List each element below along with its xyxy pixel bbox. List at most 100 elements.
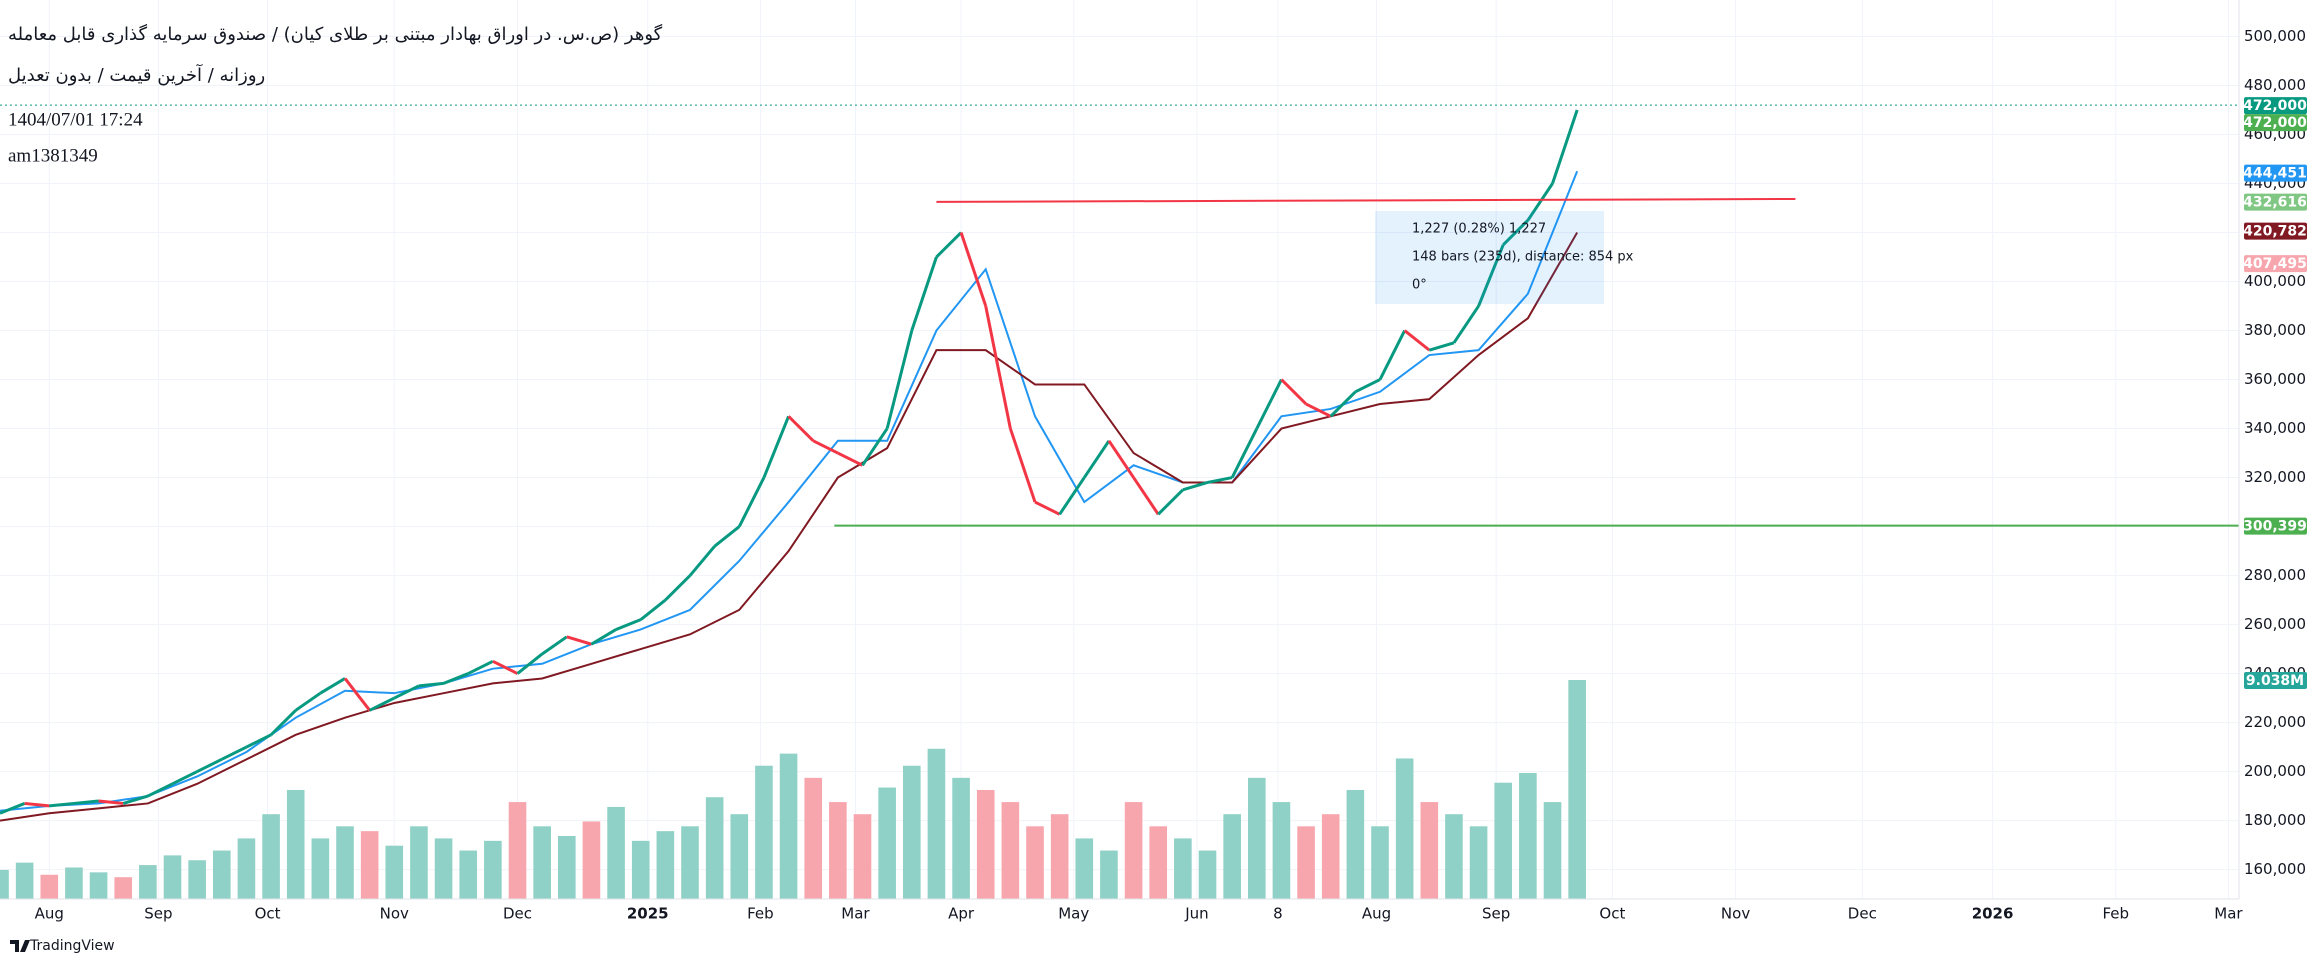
x-tick-label: Apr xyxy=(948,905,975,923)
price-label: 444,451 xyxy=(2243,166,2307,182)
plot-area xyxy=(0,104,2239,899)
volume-bar xyxy=(804,777,823,899)
volume-bar xyxy=(336,826,354,899)
price-label-box xyxy=(2244,114,2307,132)
price-label-box xyxy=(2244,222,2307,240)
price-label: 300,399 xyxy=(2243,519,2307,535)
x-tick-label: May xyxy=(1058,905,1089,923)
price-segment xyxy=(1058,476,1086,516)
price-segment xyxy=(1378,329,1406,381)
price-label: 420,782 xyxy=(2243,224,2307,240)
volume-bar xyxy=(65,867,83,899)
price-segment xyxy=(294,691,322,712)
x-tick-label: Feb xyxy=(747,905,774,923)
price-segment xyxy=(615,618,642,631)
price-label-box xyxy=(2244,164,2307,182)
volume-bar xyxy=(40,874,59,899)
price-segment xyxy=(1230,427,1259,479)
volume-bar xyxy=(385,845,404,899)
volume-bar xyxy=(1445,814,1463,899)
price-segment xyxy=(1551,109,1579,184)
volume-bar xyxy=(163,855,182,899)
volume-bar xyxy=(1568,680,1586,899)
volume-bar xyxy=(434,838,453,899)
volume-bar xyxy=(730,814,749,899)
y-tick-label: 320,000 xyxy=(2244,468,2306,486)
volume-bar xyxy=(0,869,9,899)
x-tick-label: Oct xyxy=(255,905,281,923)
price-segment xyxy=(1477,244,1505,307)
volume-bar xyxy=(1395,758,1414,899)
volume-bar xyxy=(286,789,305,899)
price-label: 432,616 xyxy=(2243,195,2307,211)
y-tick-label: 260,000 xyxy=(2244,615,2306,633)
volume-bar xyxy=(681,826,699,899)
price-segment xyxy=(24,801,50,808)
author: am1381349 xyxy=(8,145,98,166)
x-tick-label: Feb xyxy=(2103,905,2130,923)
volume-bar xyxy=(1297,826,1315,899)
price-segment xyxy=(245,733,272,749)
price-label-box xyxy=(2244,193,2307,211)
volume-bar xyxy=(902,765,921,899)
volume-bar xyxy=(262,814,280,899)
price-segment xyxy=(812,439,839,455)
price-segment xyxy=(147,782,174,798)
price-segment xyxy=(418,681,444,688)
y-tick-label: 360,000 xyxy=(2244,370,2306,388)
price-segment xyxy=(762,415,790,479)
price-segment xyxy=(590,628,617,646)
price-segment xyxy=(122,794,149,805)
y-tick-label: 160,000 xyxy=(2244,860,2306,878)
volume-bar xyxy=(557,835,576,899)
volume-bar xyxy=(582,821,601,899)
price-segment xyxy=(1305,402,1332,418)
price-segment xyxy=(959,232,988,307)
price-segment xyxy=(1132,476,1160,516)
volume-bar xyxy=(1519,772,1537,899)
measure-bars: 148 bars (235d), distance: 854 px xyxy=(1412,250,1634,265)
price-segment xyxy=(1526,182,1554,222)
price-segment xyxy=(1329,390,1357,418)
volume-bar xyxy=(1124,802,1143,899)
x-tick-label: Mar xyxy=(841,905,870,923)
volume-bar xyxy=(311,838,330,899)
volume-bar xyxy=(1321,814,1340,899)
volume-bar xyxy=(508,802,527,899)
x-tick-label: Sep xyxy=(1482,905,1510,923)
price-segment xyxy=(1207,476,1233,484)
price-segment xyxy=(861,427,889,467)
x-tick-label: Aug xyxy=(1362,905,1391,923)
price-segment xyxy=(910,256,938,332)
volume-bar xyxy=(1272,802,1291,899)
x-tick-label: Jun xyxy=(1184,905,1208,923)
x-tick-label: Dec xyxy=(1848,905,1877,923)
price-segment xyxy=(1502,219,1529,246)
x-tick-label: Mar xyxy=(2214,905,2243,923)
measure-price: 1,227 (0.28%) 1,227 xyxy=(1412,222,1546,237)
volume-bar xyxy=(705,797,724,899)
price-label: 472,000 xyxy=(2243,98,2307,114)
price-segment xyxy=(0,802,26,815)
y-tick-label: 180,000 xyxy=(2244,811,2306,829)
x-tick-label: Dec xyxy=(503,905,532,923)
trend-line xyxy=(936,197,1796,203)
price-segment xyxy=(1107,439,1135,479)
volume-bar xyxy=(1543,802,1562,899)
volume-bar xyxy=(89,872,108,899)
price-segment xyxy=(443,672,469,685)
volume-bar xyxy=(1100,850,1118,899)
price-segment xyxy=(837,451,864,467)
price-segment xyxy=(713,525,741,548)
price-label-box xyxy=(2244,255,2307,273)
price-segment xyxy=(984,305,1012,429)
price-segment xyxy=(787,415,815,442)
volume-bar xyxy=(1149,826,1168,899)
volume-bar xyxy=(459,850,478,899)
volume-bar xyxy=(1247,777,1266,899)
volume-bar xyxy=(927,748,946,899)
x-tick-label: Aug xyxy=(35,905,64,923)
measure-angle: 0° xyxy=(1412,278,1427,293)
